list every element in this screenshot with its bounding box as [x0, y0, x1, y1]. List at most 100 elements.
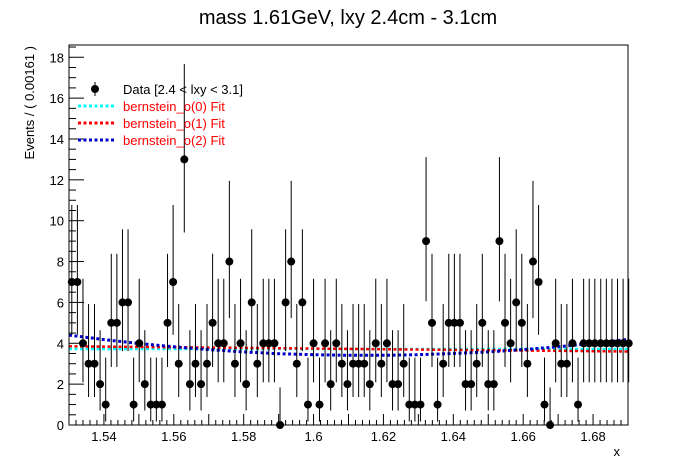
data-point	[315, 357, 324, 422]
data-point	[410, 357, 419, 422]
data-point	[455, 253, 464, 367]
data-marker	[489, 380, 498, 389]
data-marker	[90, 359, 99, 368]
data-point	[163, 253, 172, 367]
data-marker	[343, 380, 352, 389]
data-marker	[551, 339, 560, 348]
data-marker	[107, 318, 116, 327]
data-point	[118, 229, 127, 352]
y-tick-label: 4	[57, 336, 64, 351]
x-tick-label: 1.58	[231, 429, 256, 444]
x-axis-title: x	[614, 444, 621, 459]
data-point	[371, 278, 380, 383]
data-point	[461, 330, 470, 411]
data-point	[326, 330, 335, 411]
data-marker	[354, 359, 363, 368]
data-point	[321, 278, 330, 383]
data-point	[377, 304, 386, 398]
data-marker	[135, 339, 144, 348]
data-marker	[455, 318, 464, 327]
data-marker	[101, 400, 110, 409]
data-marker	[382, 339, 391, 348]
data-marker	[585, 339, 594, 348]
data-point	[484, 330, 493, 411]
data-marker	[321, 339, 330, 348]
data-marker	[292, 359, 301, 368]
data-point	[343, 330, 352, 411]
data-marker	[169, 277, 178, 286]
legend-entry: bernstein_o(1) Fit	[78, 116, 225, 131]
y-tick-label: 14	[50, 132, 64, 147]
data-marker	[360, 359, 369, 368]
x-tick-label: 1.54	[91, 429, 116, 444]
data-marker	[197, 380, 206, 389]
legend-entry: Data [2.4 < lxy < 3.1]	[91, 82, 243, 97]
data-point	[557, 304, 566, 398]
data-point	[439, 304, 448, 398]
x-tick-label: 1.6	[305, 429, 323, 444]
data-marker	[191, 359, 200, 368]
data-point	[219, 278, 228, 383]
data-marker	[467, 380, 476, 389]
data-marker	[84, 359, 93, 368]
legend: Data [2.4 < lxy < 3.1] bernstein_o(0) Fit…	[78, 82, 243, 148]
data-point	[140, 330, 149, 411]
data-marker	[253, 359, 262, 368]
y-tick-label: 2	[57, 377, 64, 392]
x-tick-label: 1.68	[580, 429, 605, 444]
data-point	[174, 304, 183, 398]
data-point	[242, 330, 251, 411]
data-marker	[410, 400, 419, 409]
data-marker	[433, 400, 442, 409]
data-marker	[534, 277, 543, 286]
x-axis-ticks: 1.54 1.56 1.58 1.6 1.62 1.64 1.66 1.68	[68, 414, 629, 444]
data-marker	[624, 339, 633, 348]
data-point	[528, 180, 537, 319]
legend-label: bernstein_o(2) Fit	[123, 133, 225, 148]
data-marker	[528, 257, 537, 266]
data-point	[292, 304, 301, 398]
data-marker	[270, 339, 279, 348]
data-point	[512, 229, 521, 352]
data-marker	[281, 298, 290, 307]
data-point	[422, 157, 431, 302]
data-point	[298, 229, 307, 352]
data-point	[107, 253, 116, 367]
data-marker	[540, 400, 549, 409]
x-tick-label: 1.56	[161, 429, 186, 444]
data-marker	[180, 155, 189, 164]
data-point	[73, 204, 82, 335]
data-marker	[444, 318, 453, 327]
data-marker	[315, 400, 324, 409]
data-marker	[439, 359, 448, 368]
data-marker	[174, 359, 183, 368]
data-point	[208, 253, 217, 367]
data-point	[517, 253, 526, 367]
data-marker	[124, 298, 133, 307]
data-point	[129, 357, 138, 422]
data-point	[96, 330, 105, 411]
data-marker	[602, 339, 611, 348]
data-marker	[422, 237, 431, 246]
data-point	[562, 304, 571, 398]
data-marker	[242, 380, 251, 389]
fit-line-3	[68, 333, 629, 357]
data-marker	[309, 339, 318, 348]
data-point	[349, 304, 358, 398]
data-point	[101, 357, 110, 422]
data-marker	[562, 359, 571, 368]
data-point	[157, 357, 166, 422]
data-marker	[247, 298, 256, 307]
y-tick-label: 18	[50, 50, 64, 65]
legend-entry: bernstein_o(2) Fit	[78, 133, 225, 148]
data-point	[551, 278, 560, 383]
data-point	[197, 330, 206, 411]
data-point	[180, 64, 189, 233]
data-point	[399, 304, 408, 398]
data-point	[602, 278, 611, 383]
y-axis-title: Events / ( 0.00161 )	[22, 46, 37, 159]
data-marker	[506, 339, 515, 348]
data-point	[450, 253, 459, 367]
data-point	[506, 278, 515, 383]
data-marker	[112, 318, 121, 327]
